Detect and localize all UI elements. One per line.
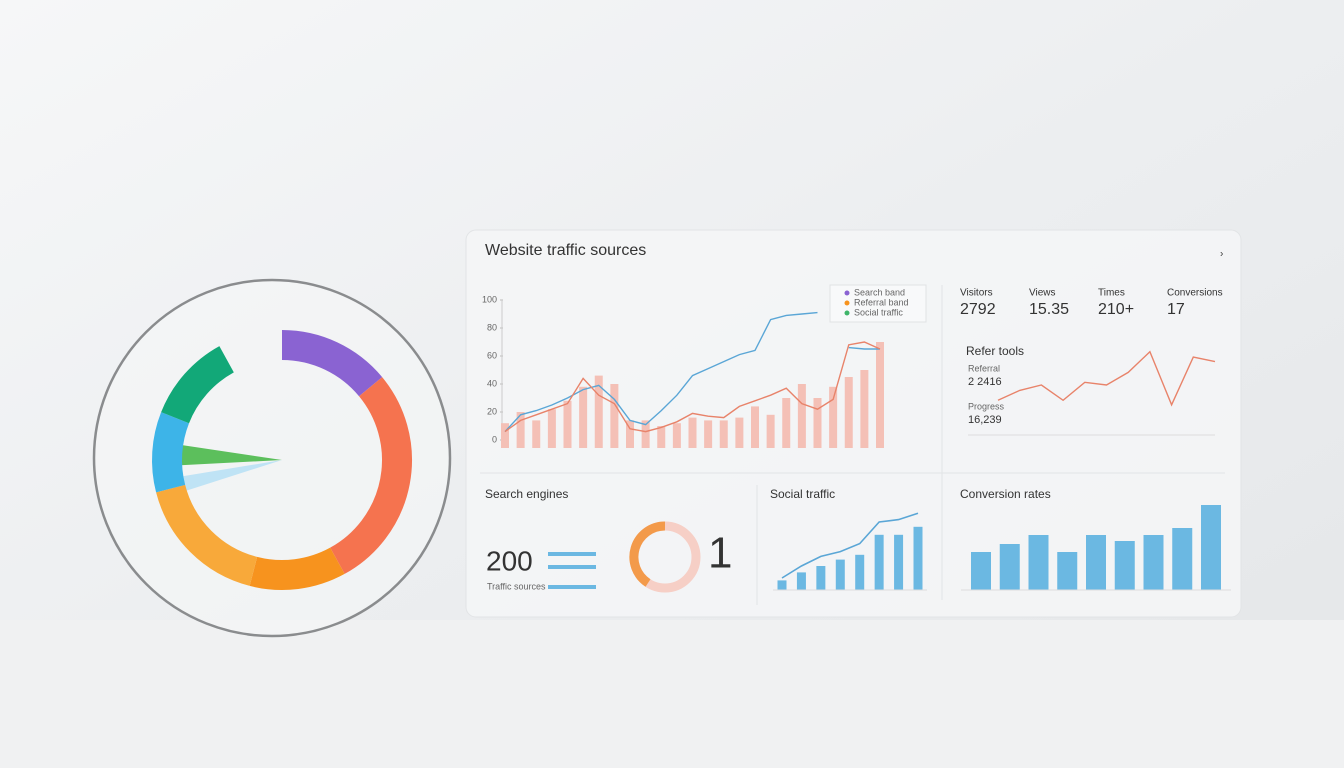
conversion-title: Conversion rates: [960, 487, 1051, 501]
ring-text: 1: [708, 529, 732, 578]
deco-line: [548, 552, 596, 556]
bar: [860, 370, 869, 448]
donut-segment: [249, 547, 345, 590]
stat-label: Conversions: [1167, 288, 1223, 299]
wedge: [172, 460, 282, 494]
trend-line: [781, 512, 919, 579]
bar: [829, 386, 838, 448]
bar: [735, 417, 744, 448]
bar: [516, 412, 525, 448]
donut-segment: [281, 330, 383, 397]
line: [504, 311, 880, 433]
bar: [855, 554, 865, 590]
bar: [1086, 535, 1106, 590]
y-tick-label: 0: [492, 434, 497, 444]
bar: [1201, 505, 1221, 590]
bar: [501, 423, 509, 448]
social-title: Social traffic: [770, 487, 835, 501]
bar: [688, 417, 697, 448]
bar: [844, 377, 853, 448]
legend-swatch: [844, 290, 850, 296]
donut-segment: [156, 484, 258, 586]
donut-segment: [152, 412, 190, 493]
legend-label: Referral band: [854, 297, 909, 307]
referral-title: Refer tools: [966, 344, 1024, 358]
bar: [999, 544, 1020, 590]
bar: [719, 420, 728, 448]
stat-value: 15.35: [1029, 301, 1069, 318]
stat-value: 17: [1167, 301, 1185, 318]
bar: [782, 398, 791, 448]
stat-label: Views: [1029, 288, 1056, 299]
bar: [547, 409, 556, 448]
bar: [626, 420, 634, 448]
legend-label: Search band: [854, 287, 905, 297]
donut-segment: [329, 377, 412, 574]
legend-swatch: [844, 310, 850, 316]
bar: [796, 572, 806, 590]
ring-segment: [629, 521, 666, 587]
search-value: 200: [486, 545, 533, 576]
stat-label: Visitors: [960, 288, 993, 299]
bar: [894, 534, 904, 590]
legend-label: Social traffic: [854, 307, 903, 317]
y-tick-label: 20: [487, 406, 497, 416]
bar: [816, 566, 826, 590]
bar: [874, 534, 884, 590]
legend-swatch: [844, 300, 850, 306]
bar: [532, 420, 541, 448]
bar: [672, 423, 681, 448]
bar: [835, 559, 845, 590]
menu-icon[interactable]: ›: [1220, 249, 1223, 260]
bar: [1057, 552, 1078, 590]
y-tick-label: 100: [482, 294, 497, 304]
bar: [610, 384, 619, 448]
stat-value: 2792: [960, 301, 996, 318]
floor: [0, 620, 1344, 768]
bar: [751, 406, 759, 448]
dashboard-panel: [465, 229, 1242, 618]
bar: [579, 386, 588, 448]
bar: [1028, 535, 1049, 590]
donut-segment: [161, 346, 235, 424]
bar: [1143, 535, 1164, 590]
deco-line: [548, 585, 596, 589]
y-tick-label: 80: [487, 322, 497, 332]
y-tick-label: 60: [487, 350, 497, 360]
panel-title: Website traffic sources: [485, 242, 646, 259]
referral-item-label: Progress: [968, 401, 1005, 411]
referral-item-value: 16,239: [968, 414, 1002, 426]
bar: [766, 414, 775, 448]
bar: [563, 400, 572, 448]
bar: [913, 526, 923, 590]
bar: [1114, 541, 1135, 590]
stat-label: Times: [1098, 288, 1125, 299]
y-tick-label: 40: [487, 378, 497, 388]
bar: [797, 384, 806, 448]
bar: [594, 375, 603, 448]
referral-item-label: Referral: [968, 363, 1000, 373]
bar: [657, 426, 666, 448]
line: [504, 341, 881, 433]
bar: [704, 420, 713, 448]
referral-item-value: 2 2416: [968, 376, 1002, 388]
deco-line: [548, 565, 596, 569]
wedge: [166, 443, 282, 466]
referral-line: [997, 350, 1216, 407]
stat-value: 210+: [1098, 301, 1134, 318]
bar: [777, 580, 787, 590]
bar: [1172, 528, 1193, 590]
search-caption: Traffic sources: [487, 581, 546, 591]
search-title: Search engines: [485, 487, 568, 501]
bar: [813, 398, 822, 448]
bar: [641, 420, 650, 448]
bar: [971, 552, 991, 590]
bar: [876, 342, 884, 448]
